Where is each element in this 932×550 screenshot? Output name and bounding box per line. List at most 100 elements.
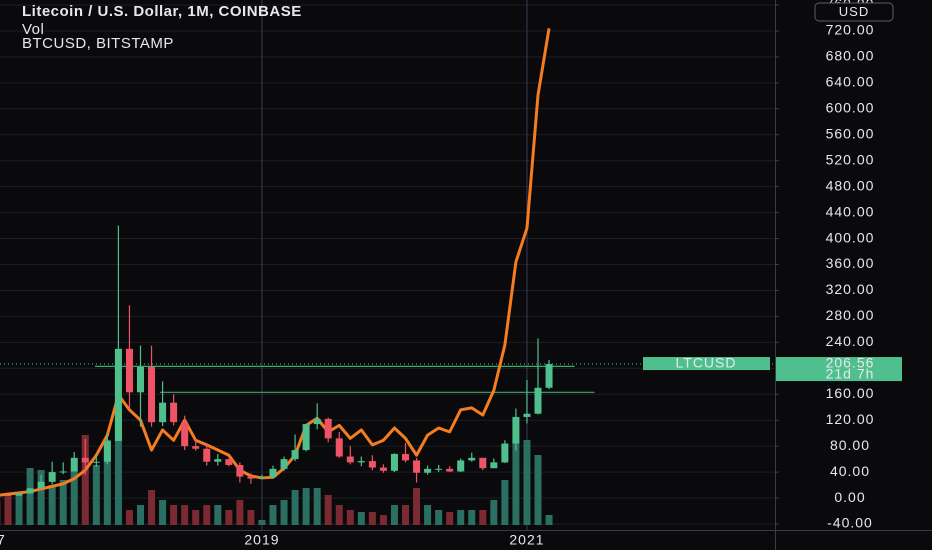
volume-legend: Vol bbox=[22, 21, 44, 38]
candle-body bbox=[468, 457, 476, 461]
y-tick-label: 440.00 bbox=[826, 203, 875, 219]
y-tick-label: 0.00 bbox=[834, 489, 865, 505]
candle-body bbox=[424, 468, 432, 473]
candle-body bbox=[70, 457, 78, 472]
volume-bar bbox=[136, 505, 144, 525]
volume-bar bbox=[181, 505, 189, 525]
volume-bar bbox=[203, 505, 211, 525]
volume-bar bbox=[291, 490, 299, 525]
candle-body bbox=[15, 493, 23, 496]
candle-body bbox=[125, 348, 133, 393]
volume-bar bbox=[247, 510, 255, 525]
candle-body bbox=[247, 476, 255, 479]
volume-bar bbox=[92, 465, 100, 525]
candle-body bbox=[181, 422, 189, 447]
candle-body bbox=[435, 468, 443, 470]
volume-bar bbox=[4, 497, 12, 525]
currency-button[interactable] bbox=[814, 2, 894, 22]
volume-bar bbox=[48, 485, 56, 525]
volume-bar bbox=[269, 505, 277, 525]
currency-label[interactable]: USD bbox=[839, 4, 869, 19]
price-label: 206.56 bbox=[826, 355, 875, 371]
volume-bar bbox=[523, 440, 531, 525]
volume-bar bbox=[192, 510, 200, 525]
candle-body bbox=[368, 461, 376, 468]
y-tick-label: 480.00 bbox=[826, 177, 875, 193]
candle-body bbox=[136, 367, 144, 393]
y-tick-label: 80.00 bbox=[830, 437, 870, 453]
y-tick-label: 400.00 bbox=[826, 229, 875, 245]
volume-bar bbox=[512, 440, 520, 525]
candle-body bbox=[81, 457, 89, 463]
symbol-tag bbox=[643, 357, 770, 371]
volume-bar bbox=[390, 505, 398, 525]
label-layer: 760.00720.00680.00640.00600.00560.00520.… bbox=[0, 0, 902, 548]
y-tick-label: 320.00 bbox=[826, 281, 875, 297]
y-tick-label: 120.00 bbox=[826, 411, 875, 427]
grid-layer bbox=[0, 0, 775, 530]
candle-body bbox=[37, 481, 45, 489]
candle-body bbox=[413, 460, 421, 473]
levels-layer bbox=[0, 363, 775, 393]
volume-bar bbox=[490, 500, 498, 525]
candle-body bbox=[4, 495, 12, 497]
y-tick-label: 600.00 bbox=[826, 100, 875, 116]
candle-body bbox=[457, 460, 465, 472]
y-tick-label: 160.00 bbox=[826, 385, 875, 401]
candle-body bbox=[501, 443, 509, 463]
y-tick-label: 240.00 bbox=[826, 333, 875, 349]
candle-body bbox=[390, 453, 398, 471]
volume-bar bbox=[26, 468, 34, 525]
x-tick-label: 2019 bbox=[244, 532, 279, 548]
candle-body bbox=[357, 461, 365, 463]
candle-body bbox=[103, 440, 111, 462]
volume-bar bbox=[413, 488, 421, 525]
candle-body bbox=[159, 402, 167, 423]
volume-bar bbox=[424, 505, 432, 525]
chart-title: Litecoin / U.S. Dollar, 1M, COINBASE bbox=[22, 3, 302, 20]
y-tick-label: 40.00 bbox=[830, 463, 870, 479]
candle-body bbox=[490, 462, 498, 469]
candle-body bbox=[258, 477, 266, 479]
volume-bar bbox=[457, 510, 465, 525]
x-tick-label: 2021 bbox=[509, 532, 544, 548]
volume-bar bbox=[280, 500, 288, 525]
candle-body bbox=[324, 418, 332, 439]
candle-body bbox=[203, 448, 211, 462]
volume-bar bbox=[15, 493, 23, 525]
candle-body bbox=[379, 467, 387, 471]
volume-bar bbox=[258, 520, 266, 525]
volume-bar bbox=[170, 505, 178, 525]
candle-body bbox=[534, 387, 542, 414]
candle-body bbox=[114, 348, 122, 441]
volume-layer bbox=[0, 395, 553, 525]
volume-bar bbox=[125, 510, 133, 525]
candle-body bbox=[170, 402, 178, 423]
volume-bar bbox=[59, 480, 67, 525]
candle-body bbox=[59, 471, 67, 473]
candle-body bbox=[335, 438, 343, 457]
volume-bar bbox=[159, 500, 167, 525]
volume-bar bbox=[324, 495, 332, 525]
y-tick-label: 280.00 bbox=[826, 307, 875, 323]
candle-body bbox=[479, 457, 487, 469]
candle-body bbox=[346, 456, 354, 463]
price-tag bbox=[776, 357, 902, 382]
overlay-legend: BTCUSD, BITSTAMP bbox=[22, 35, 174, 52]
candle-body bbox=[401, 453, 409, 461]
candle-body bbox=[302, 424, 310, 451]
candle-body bbox=[48, 472, 56, 482]
candle-body bbox=[269, 468, 277, 478]
volume-bar bbox=[70, 470, 78, 525]
candle-body bbox=[148, 367, 156, 423]
volume-bar bbox=[545, 515, 553, 525]
symbol-label: LTCUSD bbox=[676, 355, 737, 371]
candle-body bbox=[446, 468, 454, 472]
volume-bar bbox=[313, 488, 321, 525]
candle-body bbox=[225, 459, 233, 465]
candle-body bbox=[92, 461, 100, 463]
